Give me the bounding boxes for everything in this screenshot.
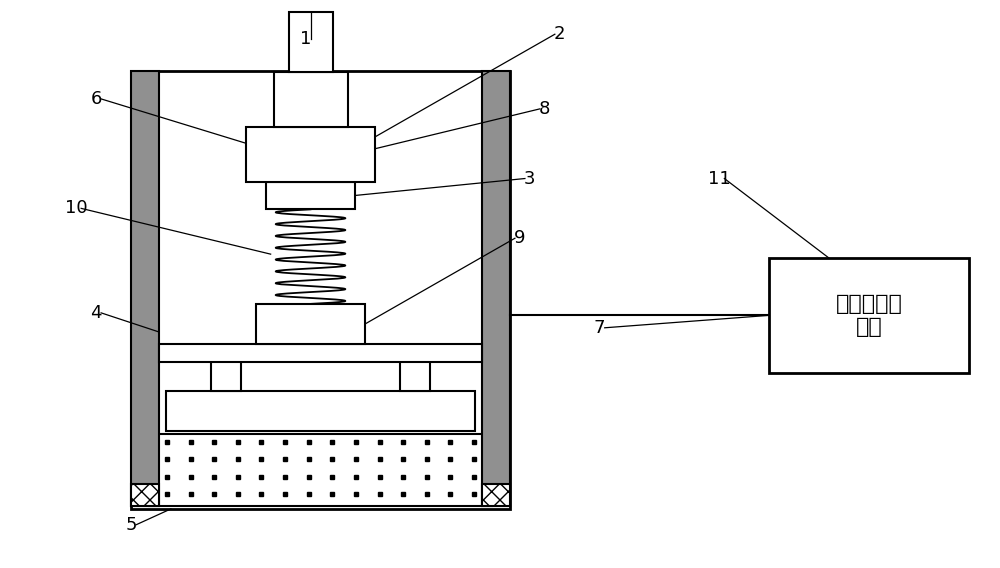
Bar	[131, 71, 510, 509]
Bar	[211, 350, 241, 391]
Bar	[274, 72, 348, 127]
Text: 9: 9	[514, 229, 526, 247]
Text: 11: 11	[708, 169, 731, 187]
Bar	[166, 391, 475, 431]
Bar	[159, 344, 482, 362]
Text: 4: 4	[90, 304, 102, 322]
Text: 6: 6	[90, 90, 102, 108]
Bar	[266, 182, 355, 210]
Text: 耦合剂供给
装置: 耦合剂供给 装置	[836, 294, 902, 337]
Bar	[289, 12, 333, 72]
Bar	[131, 484, 159, 506]
Bar	[131, 71, 159, 506]
Text: 10: 10	[65, 199, 87, 218]
Bar	[256, 304, 365, 344]
Bar	[400, 350, 430, 391]
Bar	[246, 127, 375, 182]
Text: 3: 3	[524, 169, 536, 187]
Text: 5: 5	[125, 516, 137, 534]
Bar	[482, 484, 510, 506]
Text: 1: 1	[300, 30, 311, 48]
Text: 8: 8	[539, 100, 551, 118]
Bar	[482, 71, 510, 506]
Bar	[149, 435, 492, 506]
Text: 7: 7	[594, 319, 605, 337]
Bar	[769, 258, 969, 373]
Text: 2: 2	[554, 25, 566, 43]
